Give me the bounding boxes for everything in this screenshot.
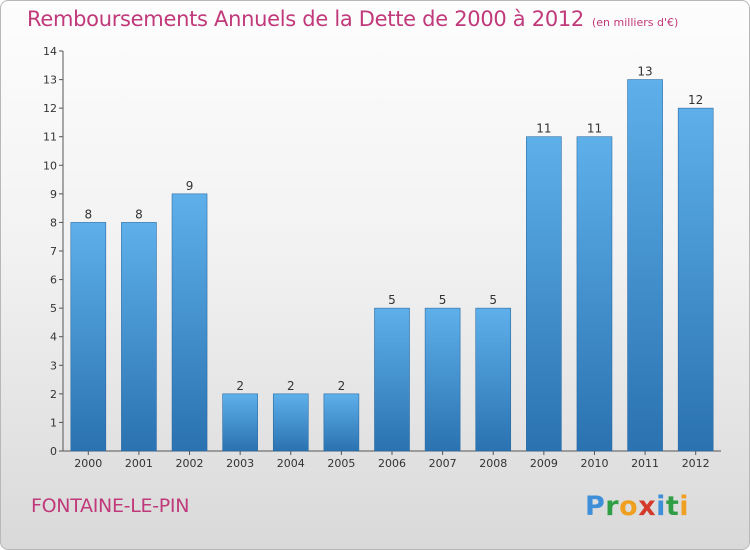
data-label-2012: 12 bbox=[688, 93, 703, 107]
data-label-2003: 2 bbox=[236, 379, 244, 393]
x-tick-label: 2009 bbox=[530, 457, 558, 470]
x-tick-label: 2007 bbox=[429, 457, 457, 470]
logo-letter: P bbox=[585, 491, 606, 522]
bar-2002 bbox=[171, 193, 208, 452]
x-tick-label: 2010 bbox=[580, 457, 608, 470]
bar-2009 bbox=[526, 136, 562, 452]
data-label-2000: 8 bbox=[84, 207, 92, 221]
y-tick-label: 6 bbox=[50, 274, 57, 287]
x-tick-label: 2004 bbox=[277, 457, 305, 470]
bar-2008 bbox=[475, 307, 512, 452]
chart-title: Remboursements Annuels de la Dette de 20… bbox=[27, 7, 678, 31]
data-label-2007: 5 bbox=[439, 293, 447, 307]
y-tick-label: 1 bbox=[50, 416, 57, 429]
bar-2005 bbox=[323, 393, 360, 452]
logo-letter: i bbox=[679, 491, 690, 522]
bar-2006 bbox=[374, 307, 410, 452]
bar-2000 bbox=[70, 222, 107, 452]
data-label-2011: 13 bbox=[637, 65, 652, 79]
x-tick-label: 2001 bbox=[125, 457, 153, 470]
x-tick-label: 2005 bbox=[327, 457, 355, 470]
data-label-2001: 8 bbox=[135, 207, 143, 221]
y-tick-label: 9 bbox=[50, 188, 57, 201]
y-tick-label: 3 bbox=[50, 359, 57, 372]
y-tick-label: 10 bbox=[43, 159, 57, 172]
x-tick-label: 2008 bbox=[479, 457, 507, 470]
y-tick-label: 0 bbox=[50, 445, 57, 458]
x-tick-label: 2000 bbox=[74, 457, 102, 470]
x-tick-label: 2011 bbox=[631, 457, 659, 470]
logo-letter: o bbox=[619, 491, 639, 522]
y-tick-label: 12 bbox=[43, 102, 57, 115]
bar-2007 bbox=[424, 307, 461, 452]
data-label-2006: 5 bbox=[388, 293, 396, 307]
y-tick-label: 8 bbox=[50, 216, 57, 229]
logo-letter: t bbox=[665, 491, 680, 522]
logo-letter: i bbox=[656, 491, 666, 522]
y-tick-label: 11 bbox=[43, 131, 57, 144]
data-label-2009: 11 bbox=[536, 122, 551, 136]
x-tick-label: 2003 bbox=[226, 457, 254, 470]
chart-title-text: Remboursements Annuels de la Dette de 20… bbox=[27, 7, 584, 31]
y-tick-label: 4 bbox=[50, 331, 57, 344]
x-tick-label: 2006 bbox=[378, 457, 406, 470]
bar-2012 bbox=[677, 107, 714, 452]
commune-name: FONTAINE-LE-PIN bbox=[31, 495, 190, 517]
data-label-2005: 2 bbox=[338, 379, 346, 393]
bar-2001 bbox=[121, 222, 157, 452]
bar-2010 bbox=[576, 136, 613, 452]
y-tick-label: 14 bbox=[43, 45, 57, 58]
x-tick-label: 2002 bbox=[176, 457, 204, 470]
bar-2011 bbox=[627, 79, 663, 452]
data-label-2008: 5 bbox=[489, 293, 497, 307]
unit-label: (en milliers d'€) bbox=[592, 16, 679, 29]
bar-2003 bbox=[222, 393, 258, 452]
y-tick-label: 7 bbox=[50, 245, 57, 258]
x-tick-label: 2012 bbox=[682, 457, 710, 470]
logo-letter: x bbox=[638, 491, 657, 522]
logo-letter: r bbox=[605, 491, 620, 522]
proxiti-logo: Proxiti bbox=[585, 491, 689, 522]
y-tick-label: 13 bbox=[43, 74, 57, 87]
data-label-2002: 9 bbox=[186, 179, 194, 193]
y-tick-label: 5 bbox=[50, 302, 57, 315]
data-label-2010: 11 bbox=[587, 122, 602, 136]
y-tick-label: 2 bbox=[50, 388, 57, 401]
bar-2004 bbox=[272, 393, 309, 452]
data-label-2004: 2 bbox=[287, 379, 295, 393]
